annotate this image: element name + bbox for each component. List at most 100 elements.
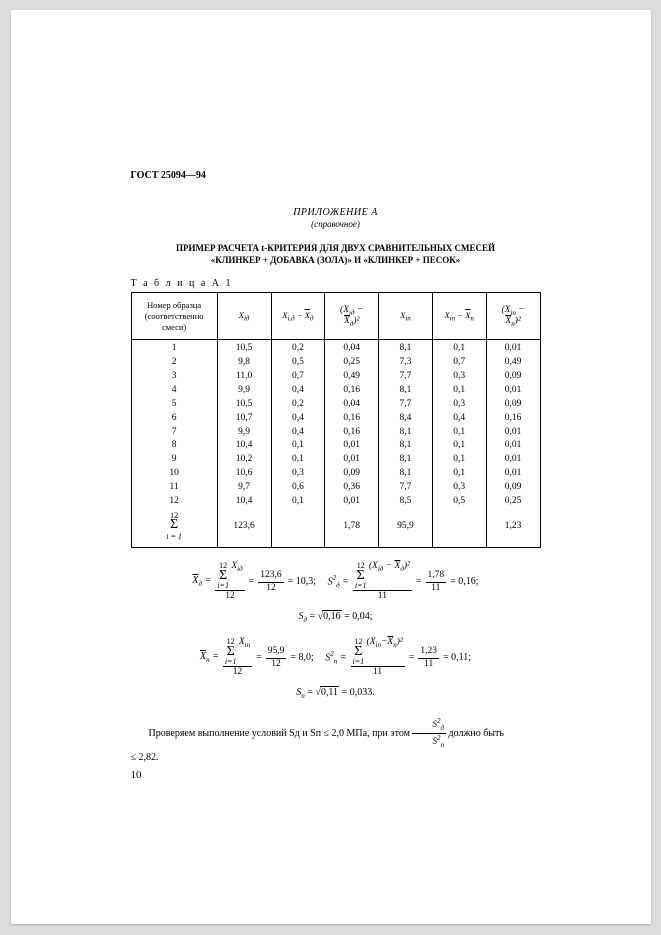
sum-cell: 95,9 bbox=[379, 509, 433, 548]
table-cell: 8,1 bbox=[379, 467, 433, 481]
table-cell: 0,49 bbox=[325, 370, 379, 384]
table-cell: 0,4 bbox=[271, 426, 325, 440]
table-row: 610,70,40,168,40,40,16 bbox=[131, 412, 540, 426]
document-page: ГОСТ 25094—94 ПРИЛОЖЕНИЕ А (справочное) … bbox=[11, 10, 651, 924]
table-cell: 8,1 bbox=[379, 340, 433, 356]
table-cell: 0,4 bbox=[271, 412, 325, 426]
table-row: 119,70,60,367,70,30,09 bbox=[131, 481, 540, 495]
table-cell: 0,01 bbox=[486, 439, 540, 453]
table-cell: 0,1 bbox=[432, 426, 486, 440]
col-header: Xiп bbox=[379, 293, 433, 340]
table-header-row: Номер образца(соответственносмеси) Xiд X… bbox=[131, 293, 540, 340]
table-cell: 0,16 bbox=[325, 412, 379, 426]
table-cell: 0,01 bbox=[325, 453, 379, 467]
table-cell: 0,3 bbox=[271, 467, 325, 481]
table-cell: 0,5 bbox=[432, 495, 486, 509]
table-cell: 4 bbox=[131, 384, 217, 398]
table-cell: 0,25 bbox=[486, 495, 540, 509]
table-cell: 9,9 bbox=[217, 426, 271, 440]
table-cell: 0,5 bbox=[271, 356, 325, 370]
table-cell: 0,16 bbox=[486, 412, 540, 426]
table-cell: 0,01 bbox=[486, 340, 540, 356]
table-row: 29,80,50,257,30,70,49 bbox=[131, 356, 540, 370]
table-cell: 8,4 bbox=[379, 412, 433, 426]
table-cell: 0,01 bbox=[486, 384, 540, 398]
val: 1,23 bbox=[418, 647, 439, 659]
val: 123,6 bbox=[258, 571, 283, 583]
check-text-a: Проверяем выполнение условий Sд и Sп ≤ 2… bbox=[149, 728, 413, 739]
table-cell: 0,1 bbox=[271, 439, 325, 453]
val: 11 bbox=[431, 583, 440, 594]
check-paragraph: Проверяем выполнение условий Sд и Sп ≤ 2… bbox=[131, 718, 541, 764]
val: 0,033 bbox=[350, 687, 373, 698]
table-cell: 0,09 bbox=[486, 370, 540, 384]
table-cell: 0,1 bbox=[271, 453, 325, 467]
table-cell: 8,1 bbox=[379, 439, 433, 453]
sum-label: 12Σi = 1 bbox=[131, 509, 217, 548]
val: 12 bbox=[271, 659, 281, 670]
col-header: Xi,д − Xд bbox=[271, 293, 325, 340]
table-cell: 0,4 bbox=[432, 412, 486, 426]
table-cell: 0,01 bbox=[325, 495, 379, 509]
table-row: 1010,60,30,098,10,10,01 bbox=[131, 467, 540, 481]
table-cell: 0,7 bbox=[432, 356, 486, 370]
table-cell: 0,4 bbox=[271, 384, 325, 398]
table-cell: 11,0 bbox=[217, 370, 271, 384]
table-cell: 9,9 bbox=[217, 384, 271, 398]
table-row: 110,50,20,048,10,10,01 bbox=[131, 340, 540, 356]
col-header: (Xiп −Xп)² bbox=[486, 293, 540, 340]
table-cell: 7,3 bbox=[379, 356, 433, 370]
table-cell: 0,3 bbox=[432, 481, 486, 495]
sum-cell bbox=[432, 509, 486, 548]
table-cell: 0,1 bbox=[432, 439, 486, 453]
check-limit: ≤ 2,82. bbox=[131, 752, 159, 763]
table-cell: 7,7 bbox=[379, 481, 433, 495]
formula-block-2: Xп = 12Σi=1 Xiп 12 = 95,912 = 8,0; S2п =… bbox=[131, 638, 541, 678]
table-cell: 0,16 bbox=[325, 384, 379, 398]
table-cell: 0,1 bbox=[432, 340, 486, 356]
table-cell: 0,01 bbox=[486, 467, 540, 481]
title-line-2: «КЛИНКЕР + ДОБАВКА (ЗОЛА)» И «КЛИНКЕР + … bbox=[211, 255, 461, 265]
val: 10,3 bbox=[296, 576, 314, 587]
table-cell: 5 bbox=[131, 398, 217, 412]
table-cell: 9 bbox=[131, 453, 217, 467]
appendix-title: ПРИЛОЖЕНИЕ А bbox=[131, 207, 541, 218]
table-cell: 0,1 bbox=[432, 453, 486, 467]
formula-sa: Sд = 0,16 = 0,04; bbox=[131, 612, 541, 624]
val: 0,11 bbox=[451, 652, 468, 663]
table-cell: 0,04 bbox=[325, 398, 379, 412]
table-cell: 0,49 bbox=[486, 356, 540, 370]
sum-cell: 1,23 bbox=[486, 509, 540, 548]
col-header: (Xiд −Xд)² bbox=[325, 293, 379, 340]
val: 8,0 bbox=[299, 652, 312, 663]
table-cell: 6 bbox=[131, 412, 217, 426]
table-cell: 10,5 bbox=[217, 340, 271, 356]
table-cell: 0,36 bbox=[325, 481, 379, 495]
col-header: Номер образца(соответственносмеси) bbox=[131, 293, 217, 340]
col-header: Xiп − Xп bbox=[432, 293, 486, 340]
val: 1,78 bbox=[426, 571, 447, 583]
table-cell: 0,04 bbox=[325, 340, 379, 356]
table-row: 810,40,10,018,10,10,01 bbox=[131, 439, 540, 453]
table-cell: 7,7 bbox=[379, 370, 433, 384]
val: 0,04 bbox=[352, 611, 370, 622]
table-cell: 0,2 bbox=[271, 398, 325, 412]
gost-code: ГОСТ 25094—94 bbox=[131, 170, 541, 181]
table-cell: 7,7 bbox=[379, 398, 433, 412]
check-text-b: должно быть bbox=[449, 728, 504, 739]
page-content: ГОСТ 25094—94 ПРИЛОЖЕНИЕ А (справочное) … bbox=[11, 10, 651, 811]
table-cell: 0,01 bbox=[325, 439, 379, 453]
table-cell: 8 bbox=[131, 439, 217, 453]
page-number: 10 bbox=[131, 769, 541, 781]
table-cell: 0,1 bbox=[432, 384, 486, 398]
val: 0,16 bbox=[322, 610, 342, 622]
table-label: Т а б л и ц а А 1 bbox=[131, 278, 541, 289]
sum-cell: 1,78 bbox=[325, 509, 379, 548]
table-cell: 11 bbox=[131, 481, 217, 495]
table-row: 311,00,70,497,70,30,09 bbox=[131, 370, 540, 384]
data-table: Номер образца(соответственносмеси) Xiд X… bbox=[131, 292, 541, 548]
table-cell: 7 bbox=[131, 426, 217, 440]
table-cell: 0,3 bbox=[432, 398, 486, 412]
table-cell: 0,25 bbox=[325, 356, 379, 370]
table-cell: 2 bbox=[131, 356, 217, 370]
